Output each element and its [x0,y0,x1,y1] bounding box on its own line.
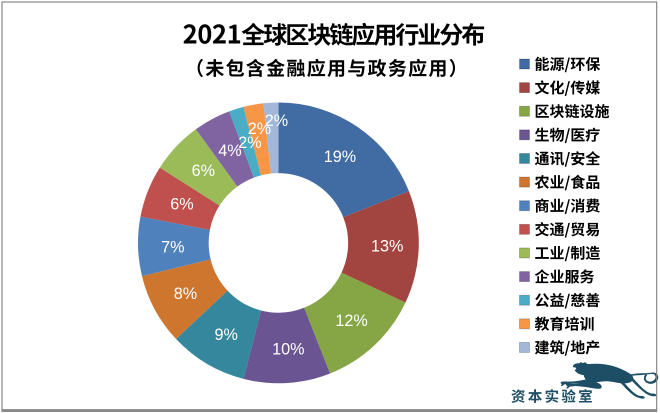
svg-text:2%: 2% [238,134,261,152]
svg-text:9%: 9% [214,326,237,344]
svg-text:8%: 8% [174,285,197,303]
svg-text:10%: 10% [272,341,304,359]
svg-text:6%: 6% [170,195,193,213]
svg-text:6%: 6% [192,162,215,180]
svg-text:13%: 13% [371,238,403,256]
svg-text:4%: 4% [218,142,241,160]
svg-text:2%: 2% [265,112,288,130]
svg-text:19%: 19% [324,148,356,166]
svg-text:12%: 12% [335,312,367,330]
svg-text:2%: 2% [248,120,271,138]
svg-text:7%: 7% [161,239,184,257]
